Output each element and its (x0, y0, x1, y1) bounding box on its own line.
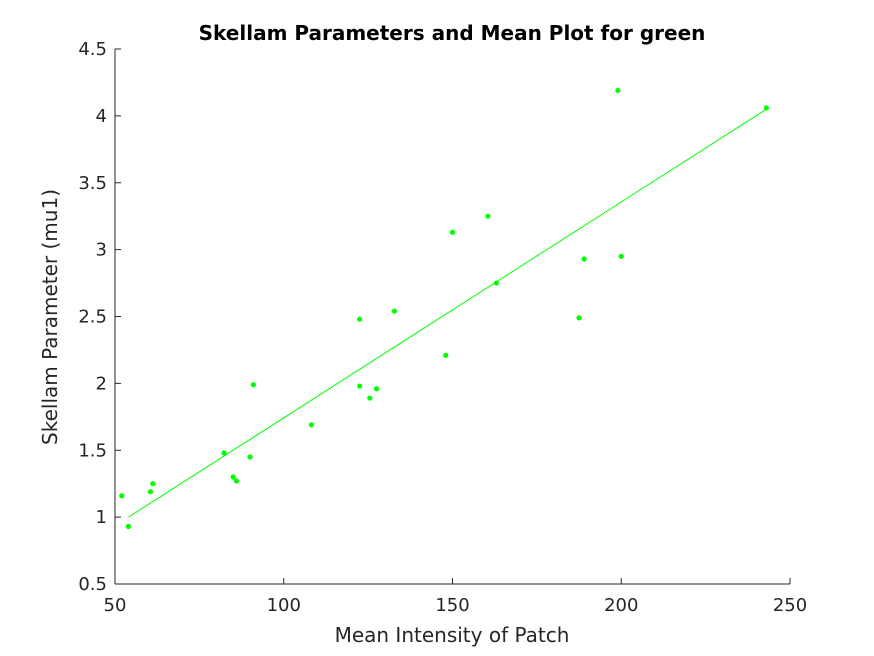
data-point (250, 382, 256, 388)
data-point (125, 523, 132, 530)
chart-title: Skellam Parameters and Mean Plot for gre… (199, 21, 706, 45)
data-point (357, 316, 363, 322)
data-point (581, 256, 587, 262)
data-point (443, 352, 449, 358)
data-point (308, 422, 315, 428)
y-tick-label: 2 (96, 373, 107, 394)
data-point (391, 308, 398, 314)
data-point (357, 383, 363, 389)
x-tick-label: 100 (267, 595, 301, 616)
data-point (576, 315, 582, 321)
fit-line (128, 108, 767, 518)
data-point (247, 454, 253, 460)
data-point (221, 450, 227, 456)
data-point (493, 280, 499, 286)
plot-area: 50 100 150 200 250 0.5 1 1.5 2 2.5 3 3.5 4 4.5 (78, 39, 807, 616)
x-tick-label: 200 (604, 595, 638, 616)
data-point (233, 478, 240, 484)
y-tick-label: 1.5 (78, 440, 107, 461)
x-tick-label: 150 (435, 595, 469, 616)
y-tick-label: 3 (96, 240, 107, 261)
y-tick-label: 1 (96, 507, 107, 528)
data-point (615, 87, 621, 94)
y-tick-label: 4.5 (78, 39, 107, 60)
data-point (230, 474, 236, 480)
data-point (449, 229, 456, 235)
data-point (367, 395, 373, 401)
y-tick-label: 2.5 (78, 307, 107, 328)
x-tick-label: 50 (104, 595, 127, 616)
data-point (147, 489, 154, 495)
data-point (618, 253, 624, 259)
data-point (119, 493, 125, 499)
y-tick-label: 3.5 (78, 173, 107, 194)
data-point (150, 481, 156, 487)
y-tick-label: 0.5 (78, 574, 107, 595)
y-tick-label: 4 (96, 106, 107, 127)
x-tick-label: 250 (773, 595, 807, 616)
data-point (373, 386, 380, 392)
data-point (485, 213, 491, 219)
y-axis-label: Skellam Parameter (mu1) (38, 189, 62, 445)
x-axis-label: Mean Intensity of Patch (335, 623, 570, 647)
data-point (763, 105, 769, 111)
